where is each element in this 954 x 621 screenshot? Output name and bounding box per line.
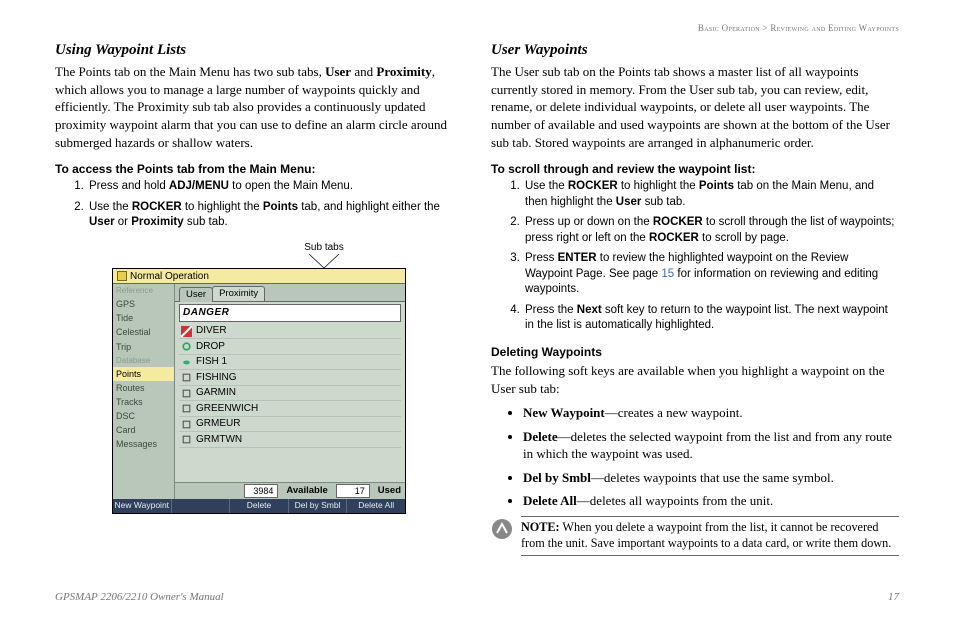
tab-user[interactable]: User	[179, 287, 213, 303]
bc-sep: >	[760, 23, 770, 33]
step-1: Press and hold ADJ/MENU to open the Main…	[87, 179, 463, 195]
sk-delete[interactable]: Delete	[230, 499, 289, 513]
rstep-4: Press the Next soft key to return to the…	[523, 303, 899, 334]
side-trip[interactable]: Trip	[113, 340, 174, 354]
using-waypoint-lists-heading: Using Waypoint Lists	[55, 40, 463, 60]
list-item[interactable]: GREENWICH	[179, 401, 401, 417]
footer-page: 17	[888, 590, 899, 605]
bullet-delete: Delete—deletes the selected waypoint fro…	[523, 428, 899, 463]
available-count: 3984	[244, 484, 278, 498]
side-celestial[interactable]: Celestial	[113, 325, 174, 339]
row-danger[interactable]: DANGER	[179, 304, 401, 322]
side-messages[interactable]: Messages	[113, 437, 174, 451]
side-routes[interactable]: Routes	[113, 381, 174, 395]
available-label: Available	[286, 485, 327, 498]
ss-title-text: Normal Operation	[130, 270, 209, 284]
flag-icon	[117, 271, 127, 281]
access-steps: Press and hold ADJ/MENU to open the Main…	[55, 179, 463, 231]
ss-sidebar: Reference GPS Tide Celestial Trip Databa…	[113, 284, 175, 499]
tab-proximity[interactable]: Proximity	[212, 286, 265, 302]
side-tide[interactable]: Tide	[113, 311, 174, 325]
rstep-3: Press ENTER to review the highlighted wa…	[523, 251, 899, 298]
ss-list: DANGER DIVER DROP FISH 1 FISHING GARMIN …	[175, 302, 405, 482]
diver-icon	[181, 326, 192, 337]
side-card[interactable]: Card	[113, 423, 174, 437]
caption-pointer	[185, 254, 463, 268]
footer-left: GPSMAP 2206/2210 Owner's Manual	[55, 590, 224, 605]
list-item[interactable]: FISHING	[179, 370, 401, 386]
right-column: User Waypoints The User sub tab on the P…	[491, 40, 899, 556]
softkey-bullets: New Waypoint—creates a new waypoint. Del…	[491, 404, 899, 510]
right-intro: The User sub tab on the Points tab shows…	[491, 63, 899, 151]
list-item[interactable]: DROP	[179, 339, 401, 355]
ss-softkeys: New Waypoint Delete Del by Smbl Delete A…	[113, 499, 405, 513]
used-count: 17	[336, 484, 370, 498]
deleting-heading: Deleting Waypoints	[491, 344, 899, 360]
step-2: Use the ROCKER to highlight the Points t…	[87, 200, 463, 231]
subtabs-caption: Sub tabs	[185, 241, 463, 255]
sk-new[interactable]: New Waypoint	[113, 499, 172, 513]
device-screenshot: Normal Operation Reference GPS Tide Cele…	[112, 268, 406, 514]
breadcrumb: Basic Operation > Reviewing and Editing …	[55, 22, 899, 34]
bullet-deleteall: Delete All—deletes all waypoints from th…	[523, 492, 899, 510]
fishing-icon	[181, 372, 192, 383]
side-points[interactable]: Points	[113, 367, 174, 381]
side-tracks[interactable]: Tracks	[113, 395, 174, 409]
ss-status: 3984 Available 17 Used	[175, 482, 405, 499]
note-icon	[491, 518, 513, 540]
note-body: NOTE: When you delete a waypoint from th…	[521, 516, 899, 556]
access-points-heading: To access the Points tab from the Main M…	[55, 161, 463, 177]
sk-deleteall[interactable]: Delete All	[347, 499, 405, 513]
deleting-intro: The following soft keys are available wh…	[491, 362, 899, 397]
square-icon	[181, 419, 192, 430]
list-item[interactable]: DIVER	[179, 324, 401, 340]
scroll-steps: Use the ROCKER to highlight the Points t…	[491, 179, 899, 334]
bc-left: Basic Operation	[698, 23, 760, 33]
list-item[interactable]: FISH 1	[179, 355, 401, 371]
used-label: Used	[378, 485, 401, 498]
square-icon	[181, 434, 192, 445]
ss-tabs: User Proximity	[175, 284, 405, 302]
note-block: NOTE: When you delete a waypoint from th…	[491, 516, 899, 556]
side-group-ref: Reference	[113, 284, 174, 297]
sk-delbysmbl[interactable]: Del by Smbl	[289, 499, 348, 513]
bullet-delbysmbl: Del by Smbl—deletes waypoints that use t…	[523, 469, 899, 487]
side-group-db: Database	[113, 354, 174, 367]
page-footer: GPSMAP 2206/2210 Owner's Manual 17	[55, 590, 899, 605]
square-icon	[181, 403, 192, 414]
sk-blank	[172, 499, 231, 513]
side-dsc[interactable]: DSC	[113, 409, 174, 423]
left-intro: The Points tab on the Main Menu has two …	[55, 63, 463, 151]
scroll-review-heading: To scroll through and review the waypoin…	[491, 161, 899, 177]
list-item[interactable]: GRMEUR	[179, 417, 401, 433]
list-item[interactable]: GARMIN	[179, 386, 401, 402]
list-item[interactable]: GRMTWN	[179, 432, 401, 448]
bc-right: Reviewing and Editing Waypoints	[770, 23, 899, 33]
side-gps[interactable]: GPS	[113, 297, 174, 311]
left-column: Using Waypoint Lists The Points tab on t…	[55, 40, 463, 556]
rstep-1: Use the ROCKER to highlight the Points t…	[523, 179, 899, 210]
rstep-2: Press up or down on the ROCKER to scroll…	[523, 215, 899, 246]
user-waypoints-heading: User Waypoints	[491, 40, 899, 60]
ss-titlebar: Normal Operation	[113, 269, 405, 284]
drop-icon	[181, 341, 192, 352]
bullet-new: New Waypoint—creates a new waypoint.	[523, 404, 899, 422]
square-icon	[181, 388, 192, 399]
fish-icon	[181, 357, 192, 368]
